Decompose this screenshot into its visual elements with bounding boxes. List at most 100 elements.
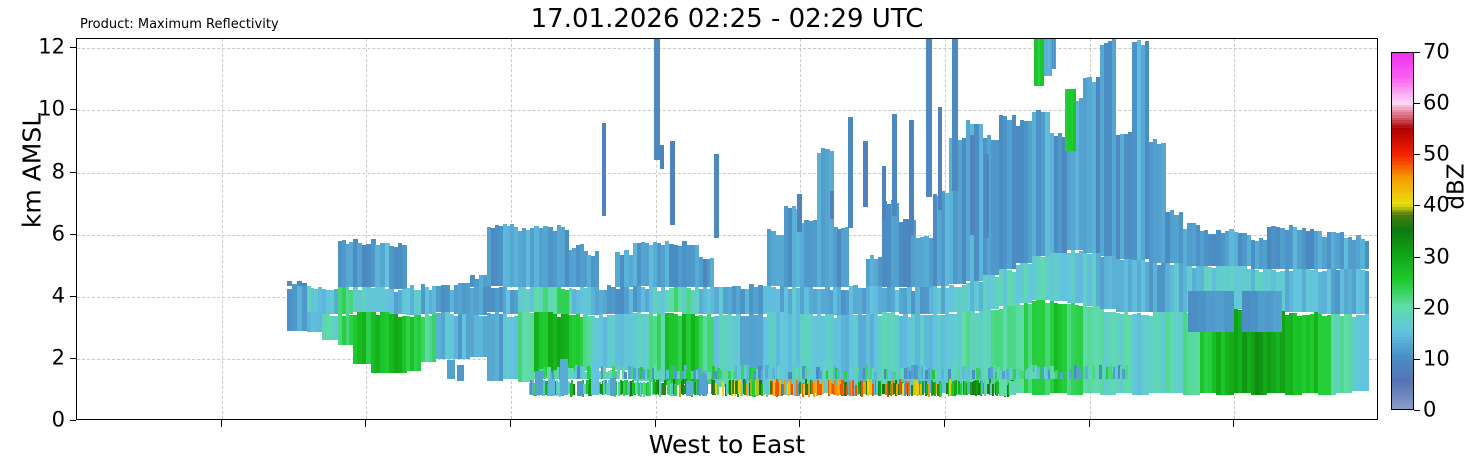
isolated-cell [1033,39,1037,86]
colorbar-segment [1392,374,1413,379]
low-level-band-cell [882,384,885,395]
colorbar-segment [1392,83,1413,87]
grid-line-horizontal [77,110,1377,112]
reflectivity-cell [552,313,557,375]
low-level-band-cell [970,381,973,396]
reflectivity-cell [644,313,649,381]
low-level-band-cell [651,368,655,380]
reflectivity-cell [1339,315,1344,394]
colorbar-segment [1392,280,1413,284]
page-title: 17.01.2026 02:25 - 02:29 UTC [530,4,924,34]
colorbar-segment [1392,60,1413,64]
reflectivity-cell [1144,262,1150,313]
low-level-band-cell [671,383,674,397]
convective-spike [937,107,943,210]
reflectivity-cell [1225,266,1230,310]
reflectivity-cell [1140,315,1146,395]
low-level-band-cell [568,381,571,394]
reflectivity-cell [870,285,875,314]
reflectivity-cell [1140,260,1146,313]
low-level-band-cell [692,380,695,395]
reflectivity-cell [1058,250,1063,302]
reflectivity-cell [648,286,653,314]
colorbar-segment [1392,246,1413,251]
low-level-band-cell [997,367,1001,380]
low-level-band-cell [1103,368,1108,380]
reflectivity-cell [474,287,479,316]
reflectivity-cell [1053,136,1059,254]
low-level-band-cell [774,382,777,397]
reflectivity-cell [1301,228,1306,269]
reflectivity-cell [1074,252,1079,303]
low-level-band-cell [665,369,669,380]
reflectivity-cell [771,231,776,286]
reflectivity-cell [1305,315,1310,394]
reflectivity-cell [1124,257,1129,313]
low-level-band-cell [852,380,855,396]
reflectivity-cell [1246,268,1251,310]
reflectivity-cell [961,285,966,313]
low-level-band-cell [600,366,604,380]
reflectivity-cell [1169,264,1175,313]
reflectivity-cell [678,315,683,386]
reflectivity-cell [1271,269,1276,311]
low-level-band-cell [625,379,629,395]
reflectivity-cell [1301,268,1306,313]
low-level-band-cell [666,381,669,394]
low-level-band-cell [918,380,921,395]
low-level-band-cell [744,365,748,380]
low-level-band-cell [869,366,873,380]
reflectivity-cell [1242,262,1247,310]
low-level-band-cell [935,383,938,395]
reflectivity-cell [648,245,653,288]
reflectivity-cell [375,315,381,373]
reflectivity-cell [718,286,724,314]
reflectivity-cell [632,312,637,381]
colorbar-segment [1392,262,1413,266]
low-level-band-cell [833,379,836,395]
low-level-band-cell [612,366,616,380]
reflectivity-cell [534,226,539,288]
colorbar-segment [1392,287,1413,292]
reflectivity-cell [690,290,695,314]
reflectivity-cell [1293,227,1298,269]
reflectivity-cell [821,288,826,314]
reflectivity-cell [779,284,785,313]
low-level-band-cell [1069,368,1073,380]
reflectivity-cell [1326,314,1332,395]
reflectivity-cell [1003,116,1008,269]
low-level-band-cell [855,367,859,380]
reflectivity-cell [779,311,785,395]
x-axis-ticks [76,420,1378,430]
reflectivity-cell [924,314,929,394]
isolated-cell [1206,290,1216,333]
low-level-band-cell [890,371,894,380]
grid-line-horizontal [77,48,1377,50]
low-level-band-cell [839,383,843,396]
reflectivity-cell [924,236,929,288]
low-level-band-cell [940,382,943,396]
reflectivity-cell [907,316,912,395]
reflectivity-cell [538,286,544,313]
grid-line-horizontal [77,234,1377,236]
reflectivity-cell [779,234,785,286]
reflectivity-cell [817,311,822,394]
low-level-band-cell [855,384,858,396]
reflectivity-cell [753,315,759,394]
low-level-band-cell [531,370,535,380]
colorbar-segment [1392,390,1413,394]
low-level-band-cell [788,381,791,396]
low-level-band-cell [911,384,914,397]
colorbar-segment [1392,78,1413,82]
y-axis: km AMSL 0 2 4 6 8 10 12 [0,36,76,430]
low-level-band-cell [583,383,586,394]
low-level-band-cell [924,380,927,396]
colorbar-segment [1392,53,1413,54]
reflectivity-cell [817,289,822,314]
reflectivity-cell [664,240,670,288]
colorbar-segment [1392,400,1413,404]
reflectivity-cell [1120,260,1125,313]
low-level-band-cell [663,380,666,396]
reflectivity-cell [525,288,531,313]
reflectivity-cell [656,290,661,314]
